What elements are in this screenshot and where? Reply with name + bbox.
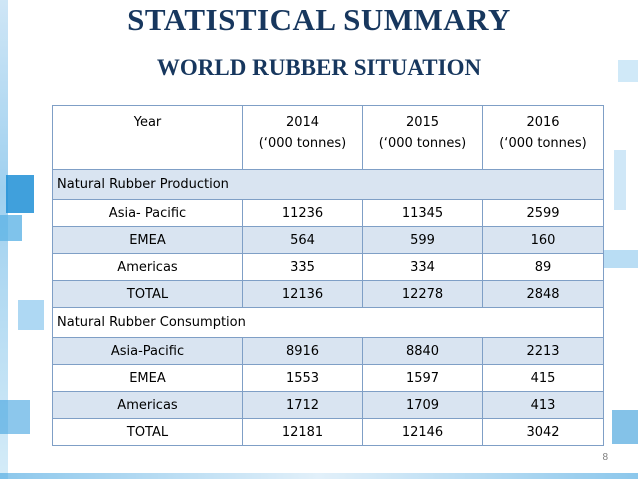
value-cell: 334 — [362, 253, 483, 281]
decor-square — [6, 175, 34, 213]
column-header-2015: 2015 (‘000 tonnes) — [362, 105, 483, 170]
value-cell: 335 — [242, 253, 363, 281]
value-cell: 8840 — [362, 337, 483, 365]
value-cell: 1553 — [242, 364, 363, 392]
region-cell: TOTAL — [52, 418, 243, 446]
value-cell: 12136 — [242, 280, 363, 308]
region-cell: EMEA — [52, 226, 243, 254]
section-row-consumption: Natural Rubber Consumption — [52, 307, 604, 338]
section-label: Natural Rubber Production — [52, 169, 604, 200]
table-row: Asia-Pacific 8916 8840 2213 — [52, 337, 604, 365]
value-cell: 8916 — [242, 337, 363, 365]
value-cell: 2213 — [482, 337, 604, 365]
year-label: 2015 — [405, 115, 440, 130]
value-cell: 12278 — [362, 280, 483, 308]
table-row: Americas 1712 1709 413 — [52, 391, 604, 419]
decor-square — [618, 60, 638, 82]
unit-label: (‘000 tonnes) — [378, 136, 467, 151]
table-row: Americas 335 334 89 — [52, 253, 604, 281]
value-cell: 2848 — [482, 280, 604, 308]
value-cell: 3042 — [482, 418, 604, 446]
year-label: 2016 — [526, 115, 560, 130]
value-cell: 415 — [482, 364, 604, 392]
value-cell: 12146 — [362, 418, 483, 446]
decor-square — [614, 150, 626, 210]
rubber-statistics-table: Year 2014 (‘000 tonnes) 2015 (‘000 tonnes)… — [52, 105, 604, 446]
value-cell: 1712 — [242, 391, 363, 419]
decor-square — [0, 215, 22, 241]
region-cell: Americas — [52, 391, 243, 419]
unit-label: (‘000 tonnes) — [258, 136, 347, 151]
decor-square — [612, 410, 638, 444]
region-cell: EMEA — [52, 364, 243, 392]
table-row: EMEA 564 599 160 — [52, 226, 604, 254]
region-cell: Asia- Pacific — [52, 199, 243, 227]
unit-label: (‘000 tonnes) — [499, 136, 587, 151]
value-cell: 12181 — [242, 418, 363, 446]
column-header-2016: 2016 (‘000 tonnes) — [482, 105, 604, 170]
decor-square — [18, 300, 44, 330]
value-cell: 413 — [482, 391, 604, 419]
slide-subtitle: WORLD RUBBER SITUATION — [156, 55, 482, 80]
table-row-total: TOTAL 12136 12278 2848 — [52, 280, 604, 308]
year-label: 2014 — [285, 115, 320, 130]
value-cell: 1597 — [362, 364, 483, 392]
slide-title: STATISTICAL SUMMARY — [127, 2, 511, 37]
region-cell: TOTAL — [52, 280, 243, 308]
value-cell: 11345 — [362, 199, 483, 227]
table-row: Asia- Pacific 11236 11345 2599 — [52, 199, 604, 227]
decor-square — [0, 400, 30, 434]
section-label: Natural Rubber Consumption — [52, 307, 604, 338]
value-cell: 89 — [482, 253, 604, 281]
page-number: 8 — [602, 452, 608, 463]
section-row-production: Natural Rubber Production — [52, 169, 604, 200]
region-cell: Asia-Pacific — [52, 337, 243, 365]
table-row: EMEA 1553 1597 415 — [52, 364, 604, 392]
bottom-accent-bar — [0, 473, 638, 479]
column-header-2014: 2014 (‘000 tonnes) — [242, 105, 363, 170]
value-cell: 2599 — [482, 199, 604, 227]
value-cell: 599 — [362, 226, 483, 254]
year-header: Year — [52, 105, 243, 170]
region-cell: Americas — [52, 253, 243, 281]
decor-square — [602, 250, 638, 268]
table-row-total: TOTAL 12181 12146 3042 — [52, 418, 604, 446]
table-header-row: Year 2014 (‘000 tonnes) 2015 (‘000 tonnes)… — [52, 105, 604, 170]
value-cell: 564 — [242, 226, 363, 254]
value-cell: 11236 — [242, 199, 363, 227]
value-cell: 1709 — [362, 391, 483, 419]
value-cell: 160 — [482, 226, 604, 254]
